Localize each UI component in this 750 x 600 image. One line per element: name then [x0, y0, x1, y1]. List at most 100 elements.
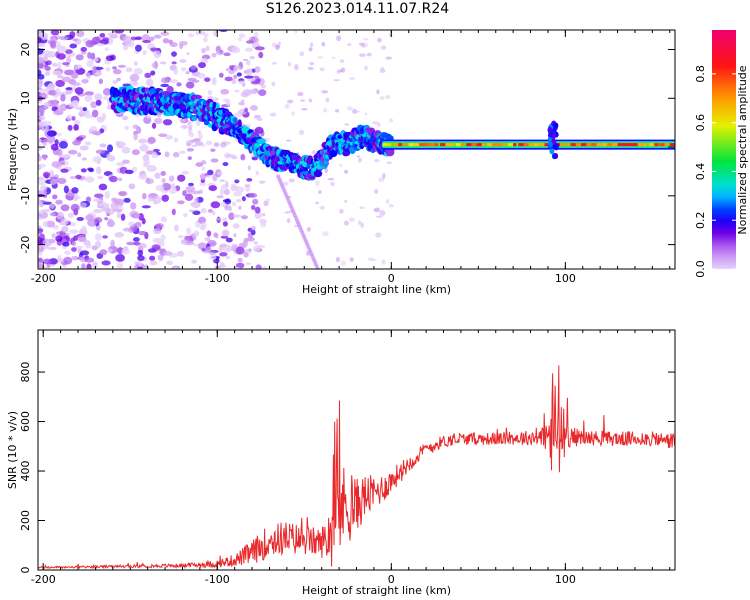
- spectrogram-cell: [144, 72, 152, 79]
- spectrogram-cell: [612, 143, 619, 147]
- spectrogram-cell: [154, 172, 161, 179]
- colorbar-tick-label: 0.0: [694, 260, 707, 278]
- spectrogram-cell: [60, 168, 69, 173]
- spectrogram-cell: [97, 202, 105, 207]
- spectrogram-cell: [137, 255, 145, 262]
- spectrogram-cell: [218, 72, 224, 78]
- spectrogram-cell: [553, 122, 559, 129]
- spectrogram-cell: [137, 261, 143, 268]
- spectrogram-cell: [69, 229, 79, 234]
- spectrogram-cell: [188, 209, 195, 213]
- spectrogram-cell: [205, 140, 213, 146]
- spectrogram-cell: [143, 158, 151, 166]
- spectrogram-cell: [186, 143, 191, 147]
- spectrogram-cell: [204, 77, 211, 82]
- spectrogram-cell: [123, 35, 132, 44]
- spectrogram-cell: [255, 264, 262, 269]
- spectrogram-cell: [160, 234, 166, 242]
- spectrogram-cell: [122, 45, 129, 51]
- spectrogram-cell: [168, 175, 175, 182]
- spectrogram-cell: [245, 47, 253, 52]
- spectrogram-cell: [139, 144, 149, 152]
- spectrogram-cell: [327, 177, 335, 181]
- spectrogram-cell: [66, 114, 73, 122]
- spectrogram-cell: [274, 44, 280, 51]
- spectrogram-cell: [94, 233, 102, 241]
- spectrogram-cell: [316, 56, 324, 59]
- spectrogram-cell: [166, 260, 174, 265]
- spectrogram-cell: [246, 262, 251, 265]
- spectrogram-cell: [42, 171, 51, 178]
- spectrogram-cell: [148, 36, 155, 42]
- spectrogram-cell: [77, 152, 82, 158]
- spectrogram-cell: [182, 124, 187, 130]
- spectrogram-cell: [360, 222, 365, 228]
- spectrogram-cell: [72, 38, 78, 42]
- spectrogram-cell: [88, 168, 95, 173]
- spectrogram-cell: [329, 149, 338, 158]
- spectrogram-cell: [116, 210, 122, 219]
- spectrogram-cell: [64, 49, 73, 54]
- spectrogram-cell: [178, 235, 184, 239]
- spectrogram-cell: [104, 190, 110, 199]
- spectrogram-cell: [258, 51, 264, 59]
- spectrogram-cell: [112, 208, 123, 213]
- spectrogram-cell: [48, 246, 57, 251]
- spectrogram-cell: [288, 178, 295, 183]
- spectrogram-cell: [245, 185, 251, 192]
- spectrogram-cell: [385, 199, 390, 204]
- spectrogram-cell: [169, 42, 178, 48]
- spectrogram-cell: [85, 242, 92, 249]
- spectrogram-cell: [429, 143, 437, 147]
- spectrogram-cell: [254, 206, 261, 214]
- spectrogram-cell: [210, 158, 219, 163]
- spectrogram-cell: [553, 142, 559, 149]
- spectrogram-cell: [44, 124, 49, 132]
- spectrogram-cell: [76, 30, 85, 38]
- spectrogram-cell: [93, 217, 103, 224]
- spectrogram-cell: [236, 199, 242, 203]
- spectrogram-cell: [271, 62, 277, 65]
- spectrogram-cell: [57, 148, 63, 157]
- spectrogram-cell: [146, 115, 152, 119]
- spectrogram-cell: [176, 250, 185, 257]
- spectrogram-cell: [75, 174, 82, 180]
- spectrogram-cell: [61, 76, 72, 83]
- spectrogram-cell: [111, 197, 118, 203]
- spectrogram-cell: [233, 74, 238, 79]
- spectrogram-cell: [134, 101, 142, 106]
- spectrogram-cell: [230, 247, 236, 252]
- spectrogram-cell: [135, 36, 143, 41]
- spectrogram-cell: [476, 143, 485, 147]
- spectrogram-cell: [197, 72, 206, 79]
- spectrogram-cell: [225, 237, 233, 243]
- spectrogram-cell: [38, 257, 43, 264]
- spectrogram-cell: [659, 143, 667, 147]
- spectrogram-cell: [282, 265, 287, 269]
- spectrogram-cell: [186, 227, 192, 235]
- spectrogram-cell: [60, 154, 71, 158]
- spectrogram-cell: [528, 143, 537, 147]
- spectrogram-cell: [159, 61, 167, 65]
- spectrogram-cell: [370, 258, 377, 261]
- spectrogram-cell: [121, 146, 131, 154]
- spectrogram-cell: [118, 191, 127, 197]
- spectrogram-cell: [419, 143, 426, 147]
- spectrogram-cell: [102, 88, 112, 96]
- spectrogram-cell: [253, 31, 259, 38]
- spectrogram-cell: [237, 37, 243, 42]
- spectrogram-cell: [250, 89, 257, 94]
- spectrogram-cell: [234, 89, 240, 93]
- spectrogram-cell: [349, 257, 354, 262]
- spectrogram-cell: [70, 71, 79, 79]
- spectrogram-cell: [38, 209, 44, 215]
- spectrogram-cell: [195, 30, 206, 36]
- spectrogram-cell: [643, 143, 647, 147]
- snr-ticks: -200 -100 0 100 0 200 400 600 800: [19, 330, 675, 586]
- spectrogram-cell: [346, 106, 354, 111]
- spectrogram-x-tick-label: 100: [555, 272, 576, 285]
- spectrogram-cell: [99, 249, 108, 256]
- spectrogram-cell: [359, 206, 365, 209]
- spectrogram-cell: [57, 132, 62, 137]
- spectrogram-cell: [60, 161, 66, 165]
